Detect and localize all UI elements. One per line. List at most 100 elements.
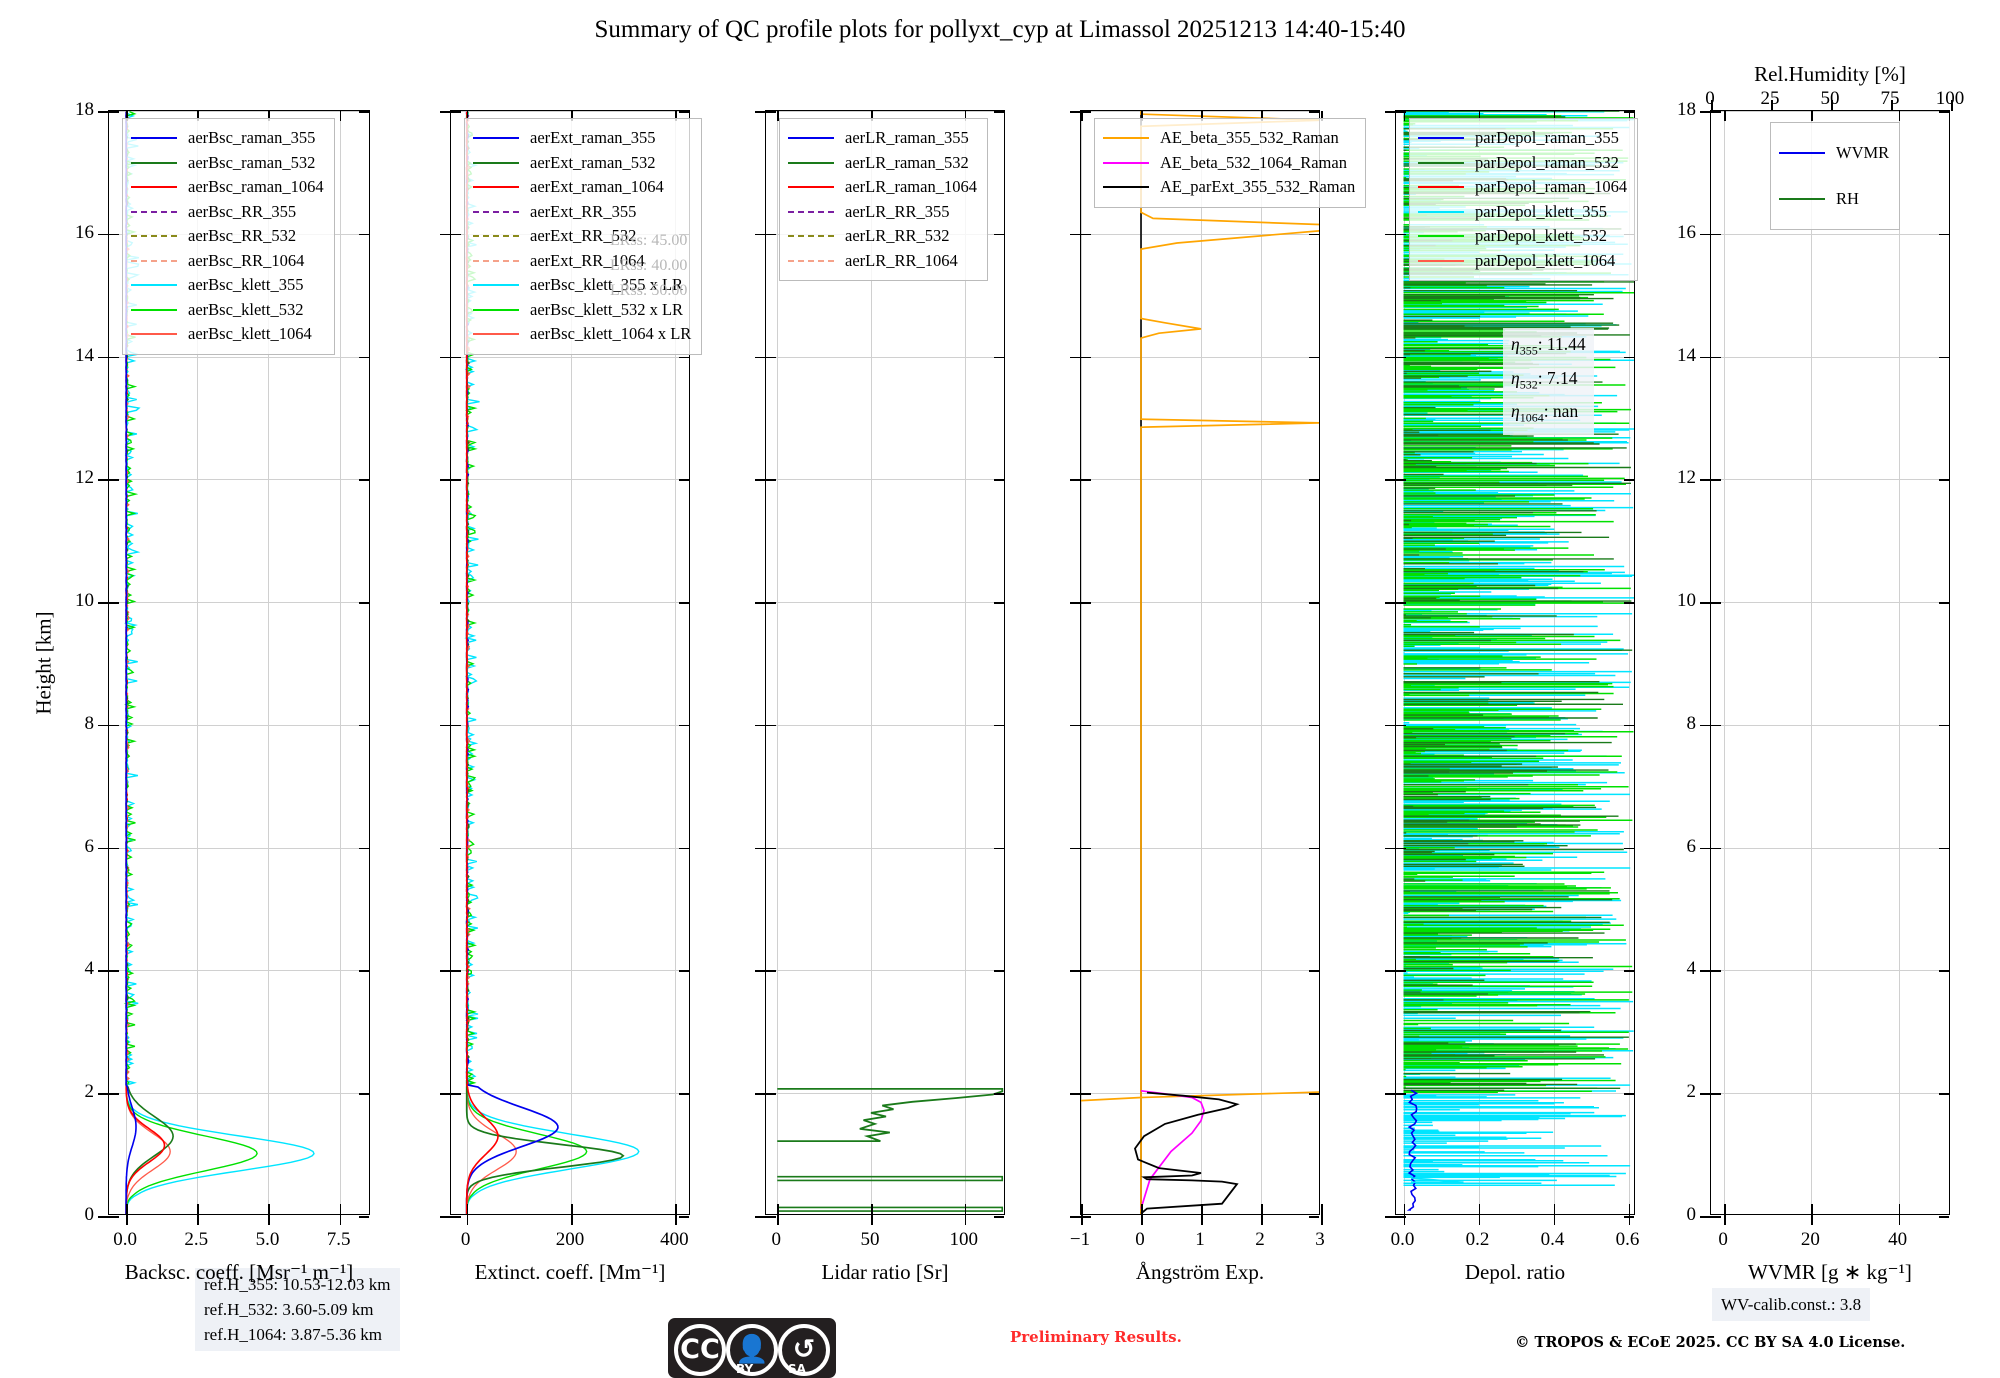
legend-item-parDepol_raman_355[interactable]: parDepol_raman_355: [1418, 126, 1627, 151]
y-tick-inner: [1711, 724, 1721, 727]
gridline-horizontal: [451, 1093, 689, 1095]
legend-item-aerBsc_RR_355[interactable]: aerBsc_RR_355: [131, 200, 324, 225]
y-tick: [1070, 111, 1081, 113]
legend-item-aerLR_RR_355[interactable]: aerLR_RR_355: [788, 200, 977, 225]
y-tick-right: [359, 479, 369, 481]
y-tick-right: [994, 970, 1004, 973]
x-tick-top: [1321, 111, 1323, 121]
y-tick-inner: [109, 356, 119, 359]
y-tick-inner: [1711, 970, 1721, 973]
legend-item-aerBsc_klett_1064 x LR[interactable]: aerBsc_klett_1064 x LR: [473, 322, 691, 347]
x-tick-label: 0.0: [1390, 1229, 1415, 1250]
legend-label: WVMR: [1836, 143, 1890, 162]
legend-item-parDepol_raman_1064[interactable]: parDepol_raman_1064: [1418, 175, 1627, 200]
legend-item-aerBsc_raman_1064[interactable]: aerBsc_raman_1064: [131, 175, 324, 200]
legend-item-AE_parExt_355_532_Raman[interactable]: AE_parExt_355_532_Raman: [1103, 175, 1355, 200]
x-tick: [1321, 1214, 1323, 1225]
gridline-vertical: [964, 111, 966, 1214]
x-tick-label: 0.2: [1465, 1229, 1490, 1250]
x-tick-top: [268, 111, 271, 121]
y-tick: [1700, 847, 1711, 850]
legend-item-aerLR_RR_532[interactable]: aerLR_RR_532: [788, 224, 977, 249]
y-tick-label: 12: [1677, 467, 1696, 489]
gridline-vertical: [1898, 111, 1900, 1214]
legend-item-aerExt_raman_1064[interactable]: aerExt_raman_1064: [473, 175, 691, 200]
top-x-tick-label: 0: [1705, 88, 1715, 109]
gridline-horizontal: [109, 111, 369, 112]
x-tick-inner: [675, 1204, 677, 1214]
y-tick-inner: [766, 602, 776, 604]
y-tick-right: [679, 356, 689, 359]
legend-item-aerBsc_raman_355[interactable]: aerBsc_raman_355: [131, 126, 324, 151]
legend-item-aerBsc_klett_532 x LR[interactable]: aerBsc_klett_532 x LR: [473, 298, 691, 323]
legend-item-aerLR_raman_1064[interactable]: aerLR_raman_1064: [788, 175, 977, 200]
legend-item-WVMR[interactable]: WVMR: [1779, 130, 1889, 176]
y-tick-inner: [1081, 356, 1091, 359]
gridline-horizontal: [1711, 233, 1949, 235]
y-tick-inner: [766, 1093, 776, 1095]
legend-item-aerExt_RR_532[interactable]: aerExt_RR_532: [473, 224, 691, 249]
x-tick: [1201, 1214, 1203, 1225]
y-tick-right: [1309, 970, 1319, 973]
legend-item-AE_beta_532_1064_Raman[interactable]: AE_beta_532_1064_Raman: [1103, 151, 1355, 176]
legend-item-aerBsc_klett_1064[interactable]: aerBsc_klett_1064: [131, 322, 324, 347]
x-tick-label: 0: [1135, 1229, 1145, 1250]
legend-color-swatch-icon: [788, 259, 834, 262]
y-tick: [98, 847, 109, 850]
gridline-horizontal: [451, 111, 689, 112]
reference-height-box: ref.H_355: 10.53-12.03 km ref.H_532: 3.6…: [195, 1268, 400, 1351]
legend-label: aerLR_RR_532: [845, 226, 950, 245]
y-tick-right: [994, 111, 1004, 113]
legend-label: aerExt_RR_532: [530, 226, 637, 245]
x-tick: [1478, 1214, 1481, 1225]
y-tick-label: 6: [84, 835, 95, 857]
y-tick-right: [994, 1216, 1004, 1218]
legend-item-aerExt_raman_532[interactable]: aerExt_raman_532: [473, 151, 691, 176]
gridline-horizontal: [109, 479, 369, 481]
legend-item-parDepol_klett_532[interactable]: parDepol_klett_532: [1418, 224, 1627, 249]
plot-panel-angstrom: [1070, 110, 1323, 1225]
legend-item-aerBsc_klett_355 x LR[interactable]: aerBsc_klett_355 x LR: [473, 273, 691, 298]
legend-item-aerBsc_raman_532[interactable]: aerBsc_raman_532: [131, 151, 324, 176]
legend-item-aerExt_RR_1064[interactable]: aerExt_RR_1064: [473, 249, 691, 274]
y-tick-right: [679, 602, 689, 604]
y-tick-right: [994, 1093, 1004, 1095]
y-tick-right: [1309, 1093, 1319, 1095]
lidar-ratio-annotation: LRss: 50.00: [610, 282, 688, 299]
legend-item-aerBsc_RR_1064[interactable]: aerBsc_RR_1064: [131, 249, 324, 274]
y-tick-inner: [109, 1093, 119, 1095]
y-tick-label: 2: [1686, 1081, 1697, 1103]
y-tick: [1385, 479, 1396, 481]
legend-item-aerExt_RR_355[interactable]: aerExt_RR_355: [473, 200, 691, 225]
legend-item-AE_beta_355_532_Raman[interactable]: AE_beta_355_532_Raman: [1103, 126, 1355, 151]
y-tick: [1385, 111, 1396, 113]
legend-item-parDepol_klett_355[interactable]: parDepol_klett_355: [1418, 200, 1627, 225]
legend-item-aerBsc_klett_355[interactable]: aerBsc_klett_355: [131, 273, 324, 298]
legend-item-parDepol_klett_1064[interactable]: parDepol_klett_1064: [1418, 249, 1627, 274]
y-tick-label: 4: [84, 958, 95, 980]
legend-label: parDepol_klett_355: [1475, 201, 1607, 221]
legend-item-aerLR_raman_532[interactable]: aerLR_raman_532: [788, 151, 977, 176]
legend-item-aerBsc_klett_532[interactable]: aerBsc_klett_532: [131, 298, 324, 323]
y-tick: [1070, 970, 1081, 973]
x-tick-label: 50: [860, 1229, 880, 1250]
y-tick-inner: [1711, 233, 1721, 236]
y-tick-inner: [1711, 847, 1721, 850]
legend-lidar-ratio: aerLR_raman_355 aerLR_raman_532 aerLR_rama…: [779, 118, 988, 281]
legend-item-aerExt_raman_355[interactable]: aerExt_raman_355: [473, 126, 691, 151]
x-tick-top: [777, 111, 779, 121]
legend-item-parDepol_raman_532[interactable]: parDepol_raman_532: [1418, 151, 1627, 176]
y-tick-inner: [1396, 479, 1406, 481]
gridline-horizontal: [1081, 970, 1319, 972]
y-tick: [1070, 233, 1081, 236]
legend-item-aerLR_raman_355[interactable]: aerLR_raman_355: [788, 126, 977, 151]
legend-item-aerBsc_RR_532[interactable]: aerBsc_RR_532: [131, 224, 324, 249]
x-tick: [1811, 1214, 1813, 1225]
y-tick-label: 14: [1677, 344, 1696, 366]
legend-color-swatch-icon: [473, 308, 519, 311]
top-x-tick-label: 100: [1935, 88, 1965, 109]
y-tick-right: [1939, 233, 1949, 236]
legend-item-aerLR_RR_1064[interactable]: aerLR_RR_1064: [788, 249, 977, 274]
y-tick: [440, 602, 451, 604]
legend-item-RH[interactable]: RH: [1779, 176, 1889, 222]
